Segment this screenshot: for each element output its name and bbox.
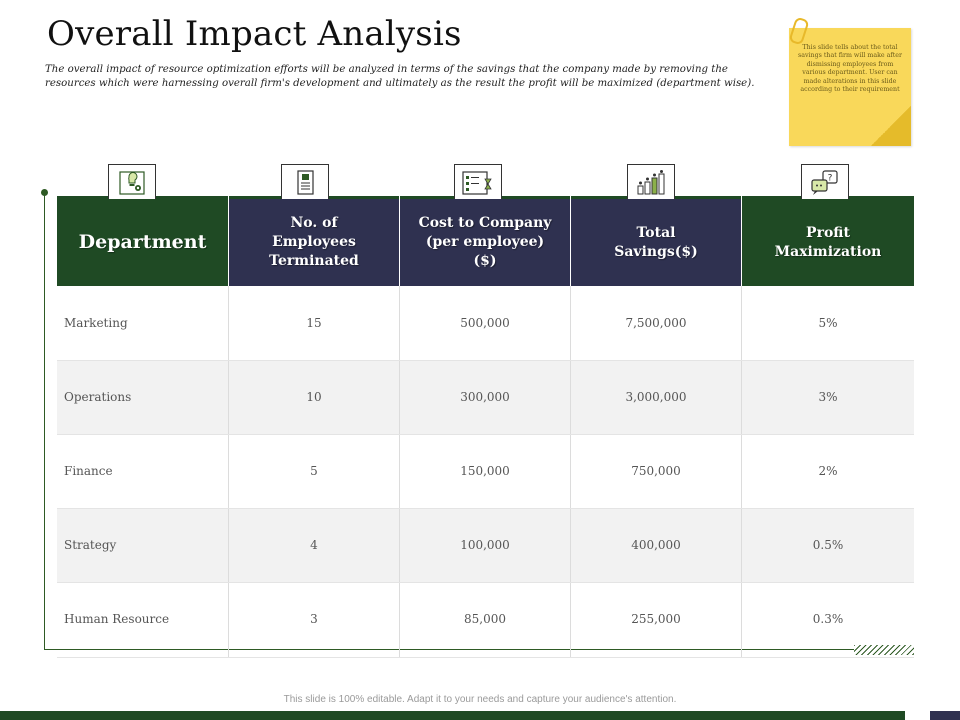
cell-cost: 150,000 — [460, 464, 510, 478]
bottom-bar-accent — [930, 711, 960, 720]
header-department: Department — [57, 199, 228, 286]
sticky-note-fold — [871, 106, 911, 146]
cell-savings: 400,000 — [631, 538, 681, 552]
row-divider — [57, 360, 914, 361]
cell-cost: 300,000 — [460, 390, 510, 404]
chat-question-icon: ? — [801, 164, 849, 202]
header-employees-terminated-label: No. of Employees Terminated — [269, 215, 359, 269]
cell-profit: 2% — [818, 464, 838, 478]
column-divider — [741, 286, 742, 658]
header-total-savings-label: Total Savings($) — [614, 224, 698, 260]
cell-department: Finance — [64, 464, 113, 478]
checklist-timer-icon — [454, 164, 502, 202]
column-divider — [570, 286, 571, 658]
footer-text: This slide is 100% editable. Adapt it to… — [283, 694, 677, 705]
sticky-note-text: This slide tells about the total savings… — [798, 44, 902, 94]
cell-employees: 15 — [306, 316, 322, 330]
header-department-label: Department — [78, 231, 207, 253]
cell-employees: 4 — [310, 538, 318, 552]
cell-profit: 5% — [818, 316, 838, 330]
row-divider — [57, 657, 914, 658]
header-employees-terminated: No. of Employees Terminated — [229, 199, 399, 286]
svg-text:?: ? — [828, 174, 833, 184]
cell-cost: 85,000 — [464, 612, 506, 626]
cell-department: Strategy — [64, 538, 117, 552]
timeline-dot — [41, 189, 48, 196]
page-subtitle: The overall impact of resource optimizat… — [45, 64, 755, 89]
table-row: Finance 5 150,000 750,000 2% — [57, 434, 914, 508]
page-title: Overall Impact Analysis — [47, 14, 462, 54]
sticky-note: This slide tells about the total savings… — [789, 28, 911, 146]
cell-profit: 0.5% — [812, 538, 844, 552]
header-profit-maximization: Profit Maximization — [742, 199, 914, 286]
cell-employees: 3 — [310, 612, 318, 626]
header-cost-to-company-label: Cost to Company (per employee)($) — [418, 215, 552, 269]
cell-savings: 7,500,000 — [625, 316, 687, 330]
table-row: Marketing 15 500,000 7,500,000 5% — [57, 286, 914, 360]
cell-savings: 3,000,000 — [625, 390, 687, 404]
cell-savings: 255,000 — [631, 612, 681, 626]
cell-cost: 500,000 — [460, 316, 510, 330]
cell-profit: 3% — [818, 390, 838, 404]
cell-cost: 100,000 — [460, 538, 510, 552]
table-row: Operations 10 300,000 3,000,000 3% — [57, 360, 914, 434]
timeline-vertical-line — [44, 192, 45, 650]
column-divider — [399, 286, 400, 658]
bottom-bar — [0, 711, 905, 720]
cell-department: Human Resource — [64, 612, 170, 626]
table-row: Strategy 4 100,000 400,000 0.5% — [57, 508, 914, 582]
cell-department: Operations — [64, 390, 132, 404]
cell-department: Marketing — [64, 316, 128, 330]
header-profit-maximization-label: Profit Maximization — [774, 224, 882, 260]
idea-gear-icon — [108, 164, 156, 202]
cell-employees: 10 — [306, 390, 322, 404]
row-divider — [57, 508, 914, 509]
document-icon — [281, 164, 329, 202]
timeline-bottom-line — [44, 649, 854, 650]
cell-profit: 0.3% — [812, 612, 844, 626]
row-divider — [57, 582, 914, 583]
cell-savings: 750,000 — [631, 464, 681, 478]
table-row: Human Resource 3 85,000 255,000 0.3% — [57, 582, 914, 656]
header-total-savings: Total Savings($) — [571, 199, 741, 286]
cell-employees: 5 — [310, 464, 318, 478]
hatch-decoration — [854, 645, 914, 655]
row-divider — [57, 434, 914, 435]
column-divider — [228, 286, 229, 658]
header-cost-to-company: Cost to Company (per employee)($) — [400, 199, 570, 286]
growth-bars-icon — [627, 164, 675, 202]
